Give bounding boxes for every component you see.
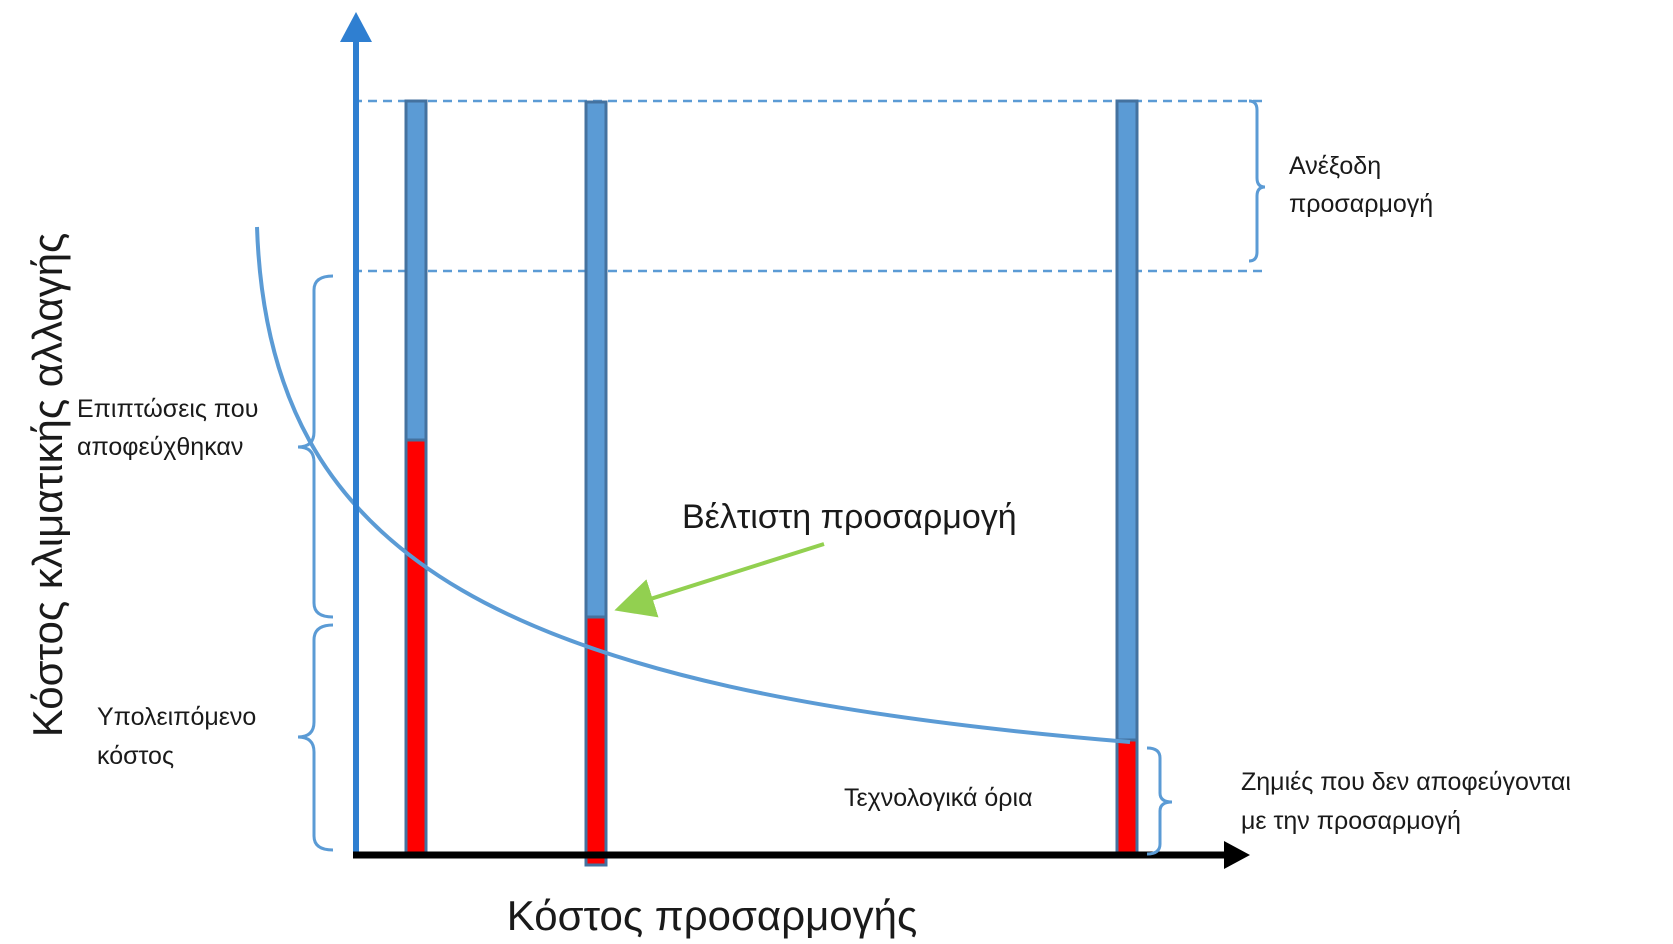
bar-3-blue: [1115, 99, 1139, 742]
avoided-impacts-label-line2: αποφεύχθηκαν: [77, 433, 243, 461]
bar-2-blue: [584, 100, 608, 619]
residual-cost-label-line1: Υπολειπόμενο: [97, 703, 256, 731]
bar-1-blue: [404, 99, 428, 442]
optimal-adaptation-arrow: [614, 542, 825, 618]
bracket-unnecessary-adaptation: [1248, 99, 1266, 263]
optimal-adaptation-label: Βέλτιστη προσαρμογή: [682, 498, 1017, 536]
bar-3-red: [1115, 738, 1139, 857]
unnecessary-adaptation-label-line1: Ανέξοδη: [1289, 152, 1381, 180]
bracket-residual-cost: [297, 623, 334, 852]
bracket-avoided-impacts: [297, 274, 334, 619]
x-axis-label: Κόστος προσαρμογής: [507, 892, 918, 939]
technological-limits-label: Τεχνολογικά όρια: [844, 784, 1033, 812]
bracket-unavoidable-damages: [1146, 746, 1173, 856]
bar-3: [1115, 99, 1139, 857]
y-axis-arrow-icon: [340, 12, 372, 42]
avoided-impacts-label-line1: Επιπτώσεις που: [77, 395, 258, 423]
y-axis-label: Κόστος κλιματικής αλλαγής: [24, 233, 71, 738]
bar-2-red: [584, 615, 608, 867]
bar-2: [584, 100, 608, 867]
unnecessary-adaptation-label-line2: προσαρμογή: [1289, 190, 1433, 218]
cost-curve: [255, 226, 1131, 744]
bar-1-red: [404, 438, 428, 857]
residual-cost-label-line2: κόστος: [97, 742, 174, 770]
unavoidable-damages-label-line1: Ζημιές που δεν αποφεύγονται: [1241, 768, 1571, 796]
bar-1: [404, 99, 428, 857]
unavoidable-damages-label-line2: με την προσαρμογή: [1241, 807, 1461, 835]
x-axis-arrow-icon: [1224, 841, 1250, 869]
